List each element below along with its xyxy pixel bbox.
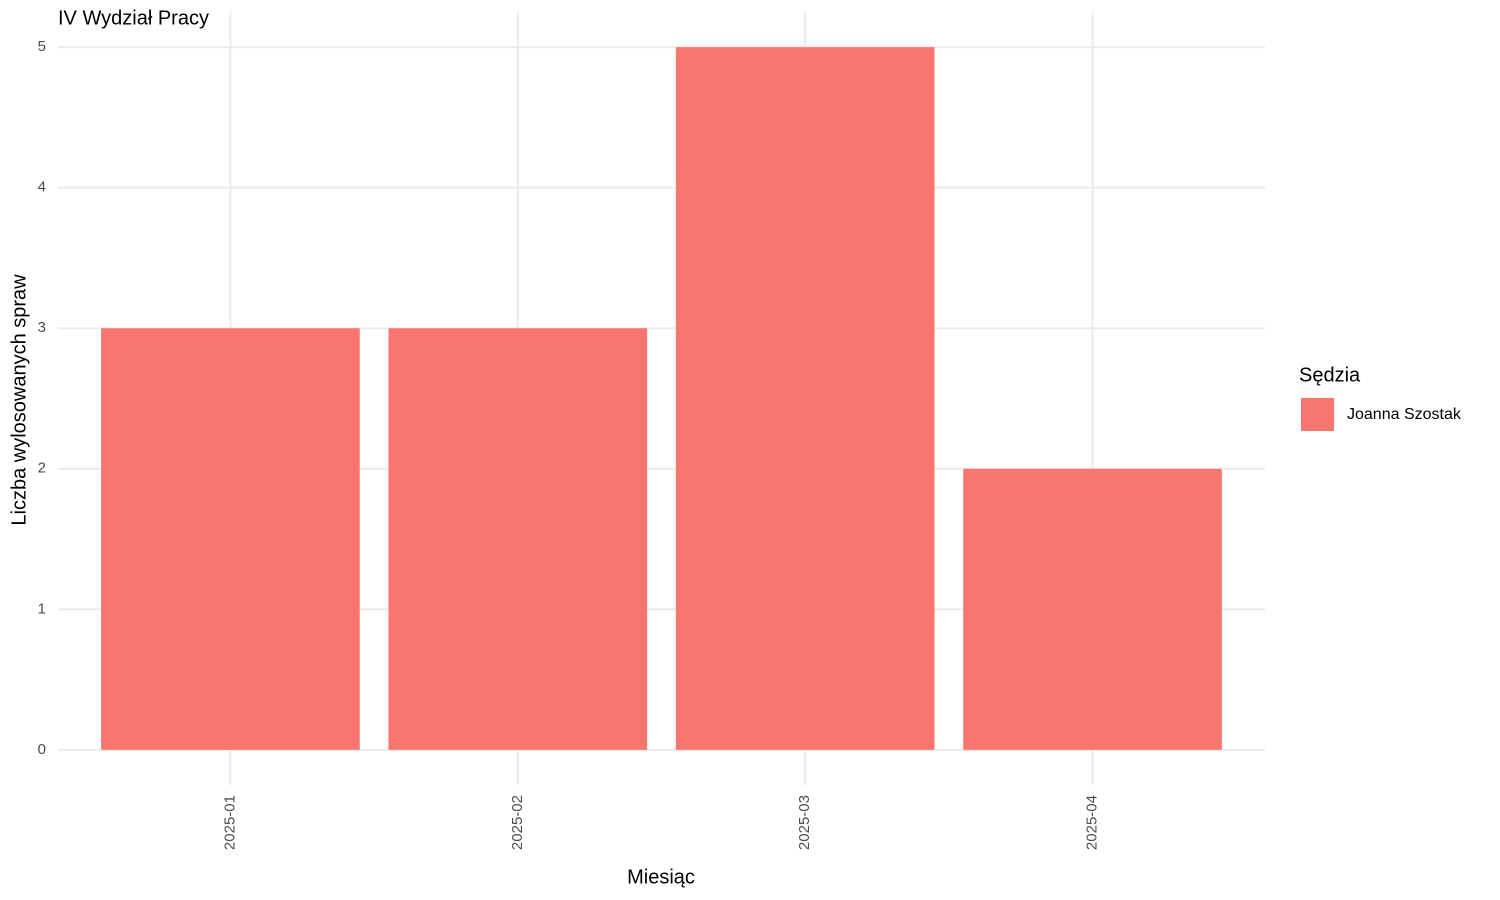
y-tick-label: 2: [38, 460, 46, 477]
legend-title: Sędzia: [1299, 364, 1361, 386]
legend-label: Joanna Szostak: [1347, 406, 1462, 423]
x-tick-label: 2025-03: [796, 795, 813, 850]
legend-key: [1301, 398, 1334, 431]
bar: [101, 328, 360, 750]
y-tick-label: 5: [38, 38, 46, 55]
y-axis-label: Liczba wylosowanych spraw: [8, 274, 30, 526]
y-tick-label: 4: [38, 179, 46, 196]
y-tick-label: 3: [38, 319, 46, 336]
chart-title: IV Wydział Pracy: [58, 7, 209, 29]
y-tick-label: 1: [38, 600, 46, 617]
y-tick-label: 0: [38, 741, 46, 758]
x-tick-label: 2025-02: [509, 795, 526, 850]
x-tick-label: 2025-04: [1084, 795, 1101, 850]
x-tick-label: 2025-01: [221, 795, 238, 850]
bar: [963, 468, 1222, 750]
bar: [388, 328, 648, 750]
bar: [675, 47, 935, 750]
x-axis-label: Miesiąc: [627, 866, 695, 888]
